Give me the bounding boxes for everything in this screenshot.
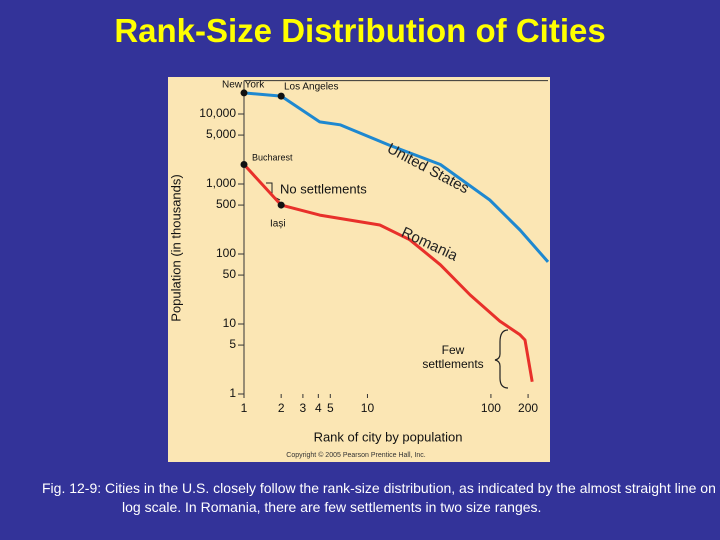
x-tick-label: 100 <box>481 401 501 415</box>
city-dot <box>277 201 285 209</box>
y-tick-label: 50 <box>223 267 237 281</box>
x-tick-label: 4 <box>315 401 322 415</box>
x-tick-label: 5 <box>327 401 334 415</box>
annotation: Los Angeles <box>284 82 339 93</box>
x-tick-label: 2 <box>278 401 285 415</box>
y-tick-label: 10 <box>223 316 237 330</box>
x-tick-label: 1 <box>241 401 248 415</box>
city-dot <box>240 160 248 168</box>
x-tick-label: 10 <box>361 401 375 415</box>
annotation: No settlements <box>280 181 367 196</box>
annotation: Few settlements <box>422 343 483 371</box>
city-dot <box>277 92 285 100</box>
series-line <box>242 163 534 382</box>
x-tick-label: 200 <box>518 401 538 415</box>
city-dot <box>240 89 248 97</box>
annotation: Iași <box>270 219 286 230</box>
y-tick-label: 1,000 <box>206 176 236 190</box>
y-tick-label: 500 <box>216 197 236 211</box>
y-tick-label: 5 <box>229 337 236 351</box>
slide-title: Rank-Size Distribution of Cities <box>114 12 606 49</box>
series-line <box>243 91 550 263</box>
copyright: Copyright © 2005 Pearson Prentice Hall, … <box>286 451 425 459</box>
brace <box>494 329 509 389</box>
y-tick-label: 100 <box>216 246 236 260</box>
y-tick-label: 1 <box>229 386 236 400</box>
x-tick-label: 3 <box>300 401 307 415</box>
annotation: Bucharest <box>252 152 293 162</box>
y-axis-label: Population (in thousands) <box>168 174 183 321</box>
annotation: New York <box>222 80 265 91</box>
chart-panel <box>168 77 550 462</box>
y-tick-label: 10,000 <box>199 106 236 120</box>
caption: Fig. 12-9: Cities in the U.S. closely fo… <box>42 480 720 515</box>
x-axis-label: Rank of city by population <box>314 429 463 444</box>
y-tick-label: 5,000 <box>206 127 236 141</box>
